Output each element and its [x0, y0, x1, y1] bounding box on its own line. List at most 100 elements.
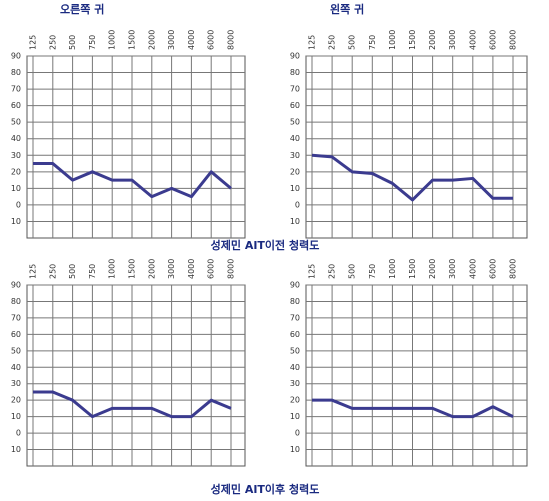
y-tick-label: 80: [290, 297, 300, 306]
y-tick-label: 40: [290, 363, 300, 372]
x-tick-label: 2000: [428, 259, 437, 279]
x-tick-label: 4000: [187, 30, 196, 50]
hearing-line: [33, 162, 232, 199]
x-tick-label: 8000: [509, 259, 518, 279]
y-tick-label: 50: [290, 118, 300, 127]
x-tick-label: 4000: [468, 259, 477, 279]
y-tick-label: 80: [290, 68, 300, 77]
y-tick-label: 90: [11, 52, 21, 61]
x-tick-label: 125: [308, 35, 317, 50]
y-tick-label: 90: [11, 281, 21, 290]
x-tick-label: 4000: [468, 30, 477, 50]
hearing-line: [311, 153, 513, 202]
y-tick-label: 60: [11, 101, 21, 110]
x-tick-label: 250: [48, 264, 57, 279]
x-tick-label: 1500: [128, 30, 137, 50]
y-tick-label: 70: [290, 313, 300, 322]
y-tick-label: 20: [290, 167, 300, 176]
y-tick-label: 30: [290, 151, 300, 160]
y-tick-label: 0: [295, 429, 300, 438]
x-tick-label: 8000: [227, 30, 236, 50]
x-tick-label: 250: [48, 35, 57, 50]
y-tick-label: 40: [11, 134, 21, 143]
y-tick-label: 10: [11, 445, 21, 454]
plot-frame: [305, 55, 528, 239]
x-tick-label: 3000: [167, 30, 176, 50]
x-tick-label: 125: [29, 264, 38, 279]
y-tick-label: 90: [290, 281, 300, 290]
y-tick-label: 70: [290, 85, 300, 94]
x-tick-label: 6000: [488, 30, 497, 50]
x-tick-label: 1000: [388, 259, 397, 279]
y-tick-label: 70: [11, 313, 21, 322]
y-tick-label: 60: [290, 330, 300, 339]
x-tick-label: 1000: [108, 30, 117, 50]
x-tick-label: 3000: [448, 30, 457, 50]
y-tick-label: 0: [16, 429, 21, 438]
y-tick-label: 10: [290, 412, 300, 421]
y-tick-label: 10: [11, 184, 21, 193]
y-tick-label: 10: [11, 217, 21, 226]
x-tick-label: 250: [328, 264, 337, 279]
x-tick-label: 8000: [509, 30, 518, 50]
x-tick-label: 2000: [147, 259, 156, 279]
chart-title: 왼쪽 귀: [330, 2, 364, 16]
x-tick-label: 1500: [128, 259, 137, 279]
x-tick-label: 500: [68, 264, 77, 279]
y-tick-label: 10: [290, 445, 300, 454]
x-tick-label: 250: [328, 35, 337, 50]
x-tick-label: 6000: [207, 30, 216, 50]
y-tick-label: 20: [11, 396, 21, 405]
x-tick-label: 500: [348, 35, 357, 50]
y-tick-label: 60: [11, 330, 21, 339]
y-tick-label: 60: [290, 101, 300, 110]
y-tick-label: 30: [11, 379, 21, 388]
y-tick-label: 0: [295, 200, 300, 209]
plot-frame: [26, 55, 246, 239]
x-tick-label: 4000: [187, 259, 196, 279]
x-tick-label: 500: [68, 35, 77, 50]
x-tick-label: 1500: [408, 30, 417, 50]
x-tick-label: 1000: [108, 259, 117, 279]
plot-frame: [26, 284, 246, 467]
y-tick-label: 80: [11, 297, 21, 306]
hearing-line: [33, 390, 232, 419]
y-tick-label: 80: [11, 68, 21, 77]
y-tick-label: 20: [11, 167, 21, 176]
x-tick-label: 1000: [388, 30, 397, 50]
x-tick-label: 750: [88, 35, 97, 50]
x-tick-label: 8000: [227, 259, 236, 279]
hearing-line: [312, 398, 514, 419]
x-tick-label: 1500: [408, 259, 417, 279]
y-tick-label: 10: [290, 184, 300, 193]
x-tick-label: 3000: [448, 259, 457, 279]
y-tick-label: 20: [290, 396, 300, 405]
x-tick-label: 500: [348, 264, 357, 279]
y-tick-label: 0: [16, 200, 21, 209]
y-tick-label: 40: [290, 134, 300, 143]
x-tick-label: 3000: [167, 259, 176, 279]
y-tick-label: 30: [290, 379, 300, 388]
x-tick-label: 6000: [207, 259, 216, 279]
caption: 성제민 AIT이후 청력도: [211, 482, 320, 496]
y-tick-label: 50: [290, 346, 300, 355]
x-tick-label: 2000: [428, 30, 437, 50]
x-tick-label: 2000: [147, 30, 156, 50]
x-tick-label: 6000: [488, 259, 497, 279]
y-tick-label: 40: [11, 363, 21, 372]
y-tick-label: 70: [11, 85, 21, 94]
chart-title: 오른쪽 귀: [60, 2, 104, 16]
x-tick-label: 125: [308, 264, 317, 279]
y-tick-label: 50: [11, 346, 21, 355]
x-tick-label: 750: [368, 35, 377, 50]
plot-frame: [305, 284, 528, 467]
y-tick-label: 10: [11, 412, 21, 421]
x-tick-label: 750: [368, 264, 377, 279]
caption: 성제민 AIT이전 청력도: [211, 238, 320, 252]
x-tick-label: 750: [88, 264, 97, 279]
y-tick-label: 90: [290, 52, 300, 61]
y-tick-label: 30: [11, 151, 21, 160]
y-tick-label: 10: [290, 217, 300, 226]
x-tick-label: 125: [29, 35, 38, 50]
